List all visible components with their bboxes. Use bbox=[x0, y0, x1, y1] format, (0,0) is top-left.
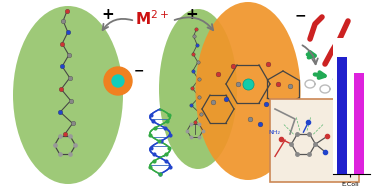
Text: M$^{2+}$: M$^{2+}$ bbox=[135, 10, 169, 28]
Text: +: + bbox=[185, 7, 198, 22]
FancyBboxPatch shape bbox=[270, 98, 359, 181]
Circle shape bbox=[112, 75, 124, 87]
Text: −: − bbox=[134, 64, 144, 77]
Text: −: − bbox=[295, 8, 307, 22]
Ellipse shape bbox=[196, 2, 300, 180]
Circle shape bbox=[104, 67, 132, 95]
Bar bbox=[354, 73, 364, 174]
Text: NH₂: NH₂ bbox=[268, 130, 280, 135]
Ellipse shape bbox=[159, 9, 237, 169]
Text: +: + bbox=[102, 7, 114, 22]
Bar bbox=[337, 57, 347, 174]
Ellipse shape bbox=[13, 6, 123, 184]
